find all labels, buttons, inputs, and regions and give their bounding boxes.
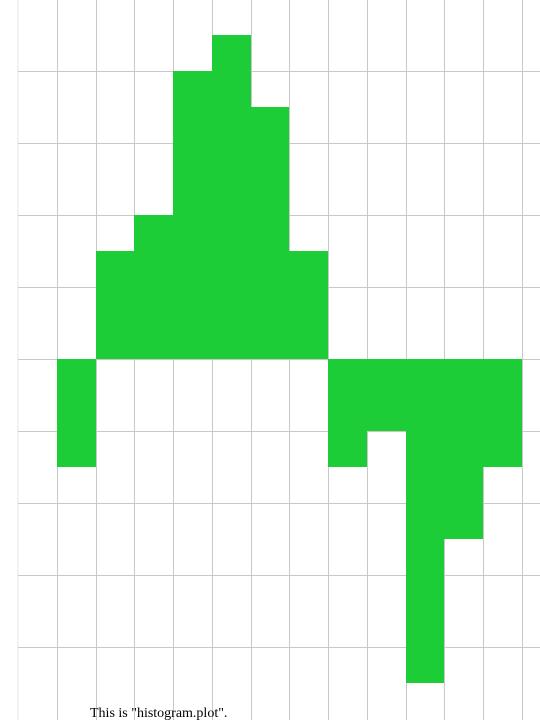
histogram-bar [57,359,96,467]
histogram-bar [483,359,522,467]
histogram-bar [251,107,289,359]
histogram-bar [134,215,173,359]
histogram-bar [406,359,444,683]
histogram-bar [328,359,367,467]
histogram-bar [444,359,483,539]
histogram-bar [212,35,251,359]
histogram-bar [289,251,328,359]
histogram-bar [173,71,212,359]
chart-caption: This is "histogram.plot". [90,706,228,720]
histogram-bar [96,251,134,359]
histogram-bar [367,359,406,431]
bars [57,35,522,683]
